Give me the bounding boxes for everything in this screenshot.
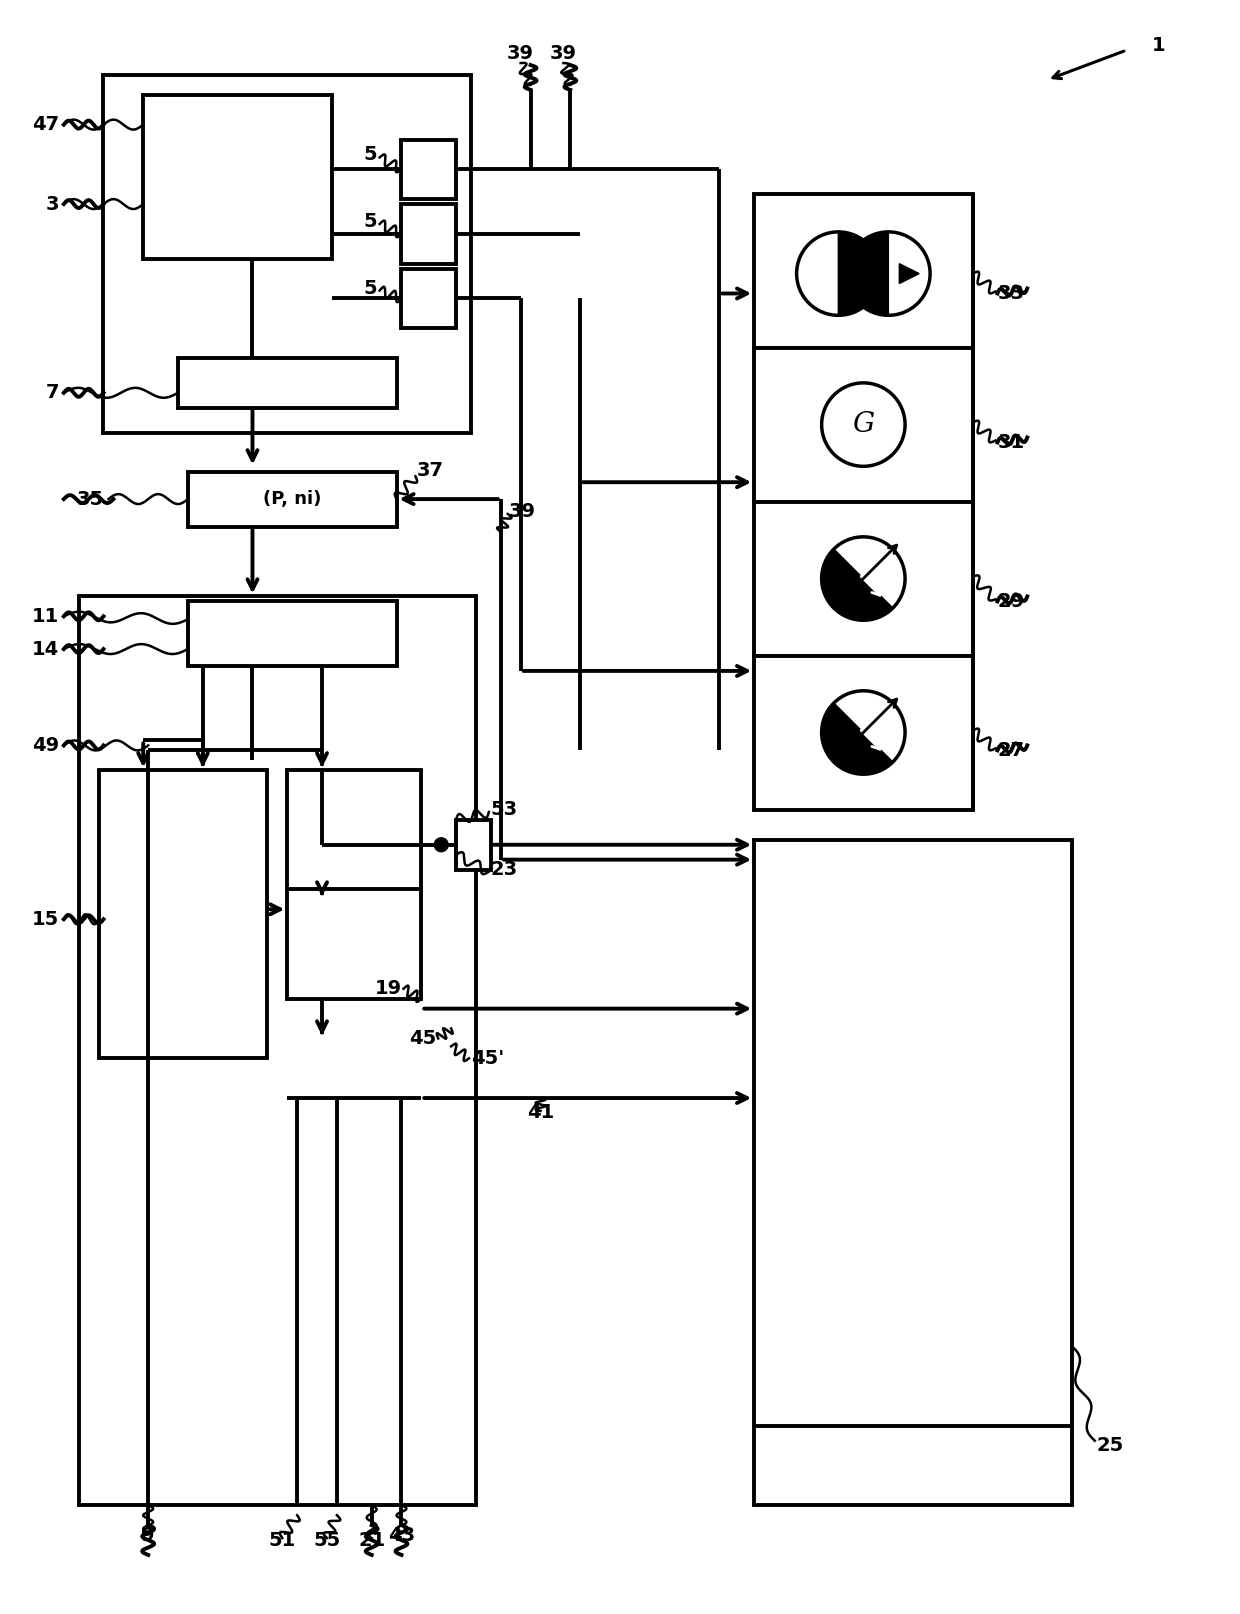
Polygon shape [847, 232, 888, 315]
Text: 5: 5 [363, 279, 377, 299]
Bar [78, 597, 476, 1506]
Bar [456, 820, 491, 870]
Text: 14: 14 [31, 639, 58, 659]
Bar [188, 473, 397, 526]
Text: 33: 33 [997, 284, 1024, 303]
Text: G: G [852, 412, 874, 437]
Polygon shape [822, 704, 893, 775]
Text: 15: 15 [31, 910, 58, 928]
Text: 7: 7 [46, 383, 58, 402]
Bar [188, 602, 397, 667]
Bar [402, 139, 456, 199]
Text: (P, ni): (P, ni) [263, 491, 321, 508]
Bar [402, 203, 456, 263]
Circle shape [434, 838, 448, 852]
Bar [754, 655, 972, 810]
Text: 55: 55 [314, 1530, 341, 1549]
Polygon shape [822, 549, 893, 620]
Text: 5: 5 [363, 145, 377, 165]
Text: 37: 37 [417, 460, 444, 479]
Text: 27: 27 [997, 741, 1024, 760]
Text: 39: 39 [507, 44, 534, 63]
Text: 47: 47 [32, 115, 58, 134]
Text: 39: 39 [549, 44, 577, 63]
Text: 21: 21 [358, 1530, 386, 1549]
Text: 43: 43 [388, 1525, 415, 1545]
Bar [754, 194, 972, 349]
Bar [103, 74, 471, 433]
Bar [754, 349, 972, 502]
Bar [754, 839, 1071, 1506]
Bar [288, 770, 422, 999]
Text: 29: 29 [997, 592, 1024, 610]
Polygon shape [838, 232, 880, 315]
Text: 39: 39 [508, 502, 536, 521]
Text: 19: 19 [374, 980, 402, 999]
Text: 11: 11 [31, 607, 58, 626]
Text: 3: 3 [46, 195, 58, 213]
Bar [98, 770, 268, 1059]
Bar [144, 95, 332, 258]
Bar [402, 268, 456, 328]
Text: 1: 1 [1152, 36, 1166, 55]
Text: 53: 53 [491, 801, 518, 820]
Text: 41: 41 [527, 1104, 554, 1122]
Text: 5: 5 [363, 213, 377, 231]
Bar [179, 358, 397, 408]
Text: 51: 51 [269, 1530, 296, 1549]
Text: 9: 9 [141, 1525, 155, 1545]
Text: 45': 45' [471, 1049, 505, 1068]
Text: 31: 31 [997, 433, 1024, 452]
Text: 35: 35 [77, 489, 103, 508]
Text: 45: 45 [409, 1030, 436, 1047]
Bar [754, 502, 972, 655]
Text: 49: 49 [32, 736, 58, 755]
Text: 25: 25 [1096, 1436, 1123, 1456]
Text: 23: 23 [491, 860, 518, 880]
Polygon shape [899, 263, 919, 284]
